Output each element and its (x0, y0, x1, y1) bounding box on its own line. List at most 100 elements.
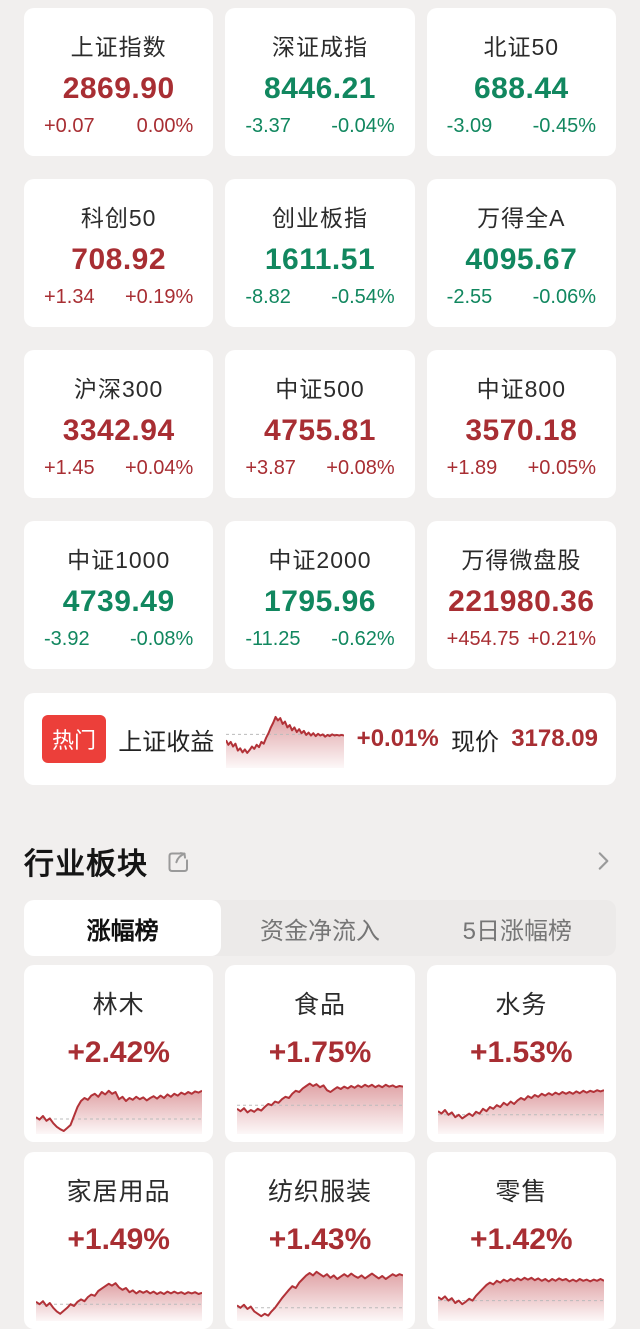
index-name: 中证2000 (268, 547, 372, 573)
index-price: 1611.51 (264, 242, 376, 276)
index-change-row: -3.37 -0.04% (225, 115, 414, 138)
sector-card[interactable]: 食品 +1.75% (225, 965, 415, 1142)
sector-tab-bar: 涨幅榜 资金净流入 5日涨幅榜 (24, 900, 616, 956)
index-card[interactable]: 科创50 708.92 +1.34 +0.19% (24, 179, 214, 327)
sector-card[interactable]: 纺织服装 +1.43% (225, 1152, 415, 1329)
sector-change-percent: +1.75% (268, 1036, 372, 1069)
index-change-row: +1.34 +0.19% (24, 286, 213, 309)
index-card[interactable]: 中证1000 4739.49 -3.92 -0.08% (24, 521, 214, 669)
index-change-percent: -0.04% (331, 115, 395, 137)
sector-change-percent: +1.43% (268, 1223, 372, 1256)
index-card[interactable]: 北证50 688.44 -3.09 -0.45% (426, 8, 616, 156)
index-price: 3570.18 (465, 413, 578, 447)
index-change-value: -11.25 (245, 628, 301, 650)
index-change-value: +1.89 (446, 457, 498, 479)
index-card[interactable]: 中证2000 1795.96 -11.25 -0.62% (225, 521, 415, 669)
sector-section-header: 行业板块 (24, 840, 616, 882)
sector-tab[interactable]: 涨幅榜 (24, 900, 222, 956)
hot-price-value: 3178.09 (511, 725, 598, 752)
index-change-percent: -0.06% (532, 286, 596, 308)
hot-change-percent: +0.01% (356, 725, 439, 752)
index-card[interactable]: 万得全A 4095.67 -2.55 -0.06% (426, 179, 616, 327)
index-name: 中证500 (275, 376, 365, 402)
index-name: 万得微盘股 (461, 547, 582, 573)
share-icon[interactable] (162, 846, 192, 876)
index-name: 上证指数 (70, 34, 167, 60)
sector-change-percent: +1.53% (470, 1036, 573, 1069)
index-price: 221980.36 (448, 584, 595, 618)
sector-name: 食品 (293, 991, 346, 1019)
index-change-value: -3.09 (446, 115, 493, 137)
index-card[interactable]: 万得微盘股 221980.36 +454.75 +0.21% (426, 521, 616, 669)
hot-banner[interactable]: 热门 上证收益 +0.01% 现价 3178.09 (24, 693, 616, 785)
index-change-value: +1.34 (44, 286, 95, 308)
index-change-value: +1.45 (44, 457, 95, 479)
hot-price-label: 现价 (450, 728, 499, 756)
index-card[interactable]: 中证500 4755.81 +3.87 +0.08% (225, 350, 415, 498)
sector-card[interactable]: 零售 +1.42% (426, 1152, 616, 1329)
sector-grid: 林木 +2.42% 食品 +1.75% 水务 +1.53% 家居用品 +1.49… (0, 956, 640, 1329)
sector-change-percent: +1.42% (470, 1223, 573, 1256)
sector-card[interactable]: 林木 +2.42% (24, 965, 214, 1142)
index-change-value: +454.75 (446, 628, 520, 650)
sector-card[interactable]: 家居用品 +1.49% (24, 1152, 214, 1329)
index-name: 沪深300 (73, 376, 164, 402)
index-price: 1795.96 (264, 584, 376, 618)
index-card[interactable]: 上证指数 2869.90 +0.07 0.00% (24, 8, 214, 156)
sector-tab[interactable]: 5日涨幅榜 (462, 917, 572, 945)
sector-name: 纺织服装 (267, 1178, 372, 1206)
index-change-percent: -0.45% (532, 115, 596, 137)
index-price: 2869.90 (62, 71, 175, 105)
index-name: 中证800 (476, 376, 566, 402)
index-change-value: -3.92 (44, 628, 90, 650)
sector-change-percent: +1.49% (67, 1223, 170, 1256)
index-card[interactable]: 创业板指 1611.51 -8.82 -0.54% (225, 179, 415, 327)
index-change-row: +454.75 +0.21% (427, 628, 616, 651)
sector-tab[interactable]: 资金净流入 (259, 917, 380, 945)
sector-sparkline-chart (438, 1261, 605, 1321)
index-change-row: -11.25 -0.62% (225, 628, 414, 651)
index-name: 中证1000 (67, 547, 171, 573)
sector-name: 零售 (495, 1178, 548, 1206)
index-name: 北证50 (483, 34, 560, 60)
index-change-row: +3.87 +0.08% (225, 457, 414, 480)
index-change-row: -3.09 -0.45% (427, 115, 616, 138)
sector-sparkline-chart (438, 1074, 605, 1134)
index-change-row: -2.55 -0.06% (427, 286, 616, 309)
index-change-value: -8.82 (245, 286, 291, 308)
index-card[interactable]: 深证成指 8446.21 -3.37 -0.04% (225, 8, 415, 156)
index-name: 科创50 (80, 205, 157, 231)
hot-badge: 热门 (42, 715, 107, 763)
index-name: 深证成指 (271, 34, 368, 60)
index-change-row: -8.82 -0.54% (225, 286, 414, 309)
sector-card[interactable]: 水务 +1.53% (426, 965, 616, 1142)
sector-sparkline-chart (236, 1074, 403, 1134)
index-price: 4755.81 (264, 413, 376, 447)
index-change-percent: +0.05% (527, 457, 596, 479)
index-change-percent: 0.00% (136, 115, 194, 137)
index-change-row: +1.45 +0.04% (24, 457, 213, 480)
index-price: 4739.49 (62, 584, 175, 618)
chevron-right-icon[interactable] (590, 848, 616, 874)
index-price: 688.44 (473, 71, 569, 105)
sector-name: 林木 (92, 991, 145, 1019)
index-change-value: -2.55 (446, 286, 493, 308)
sector-sparkline-chart (35, 1074, 202, 1134)
index-change-percent: -0.54% (331, 286, 395, 308)
index-change-value: +3.87 (245, 457, 296, 479)
index-change-percent: +0.21% (527, 628, 596, 650)
index-name: 万得全A (477, 205, 566, 231)
hot-sparkline-chart (226, 710, 345, 768)
index-card[interactable]: 中证800 3570.18 +1.89 +0.05% (426, 350, 616, 498)
index-grid: 上证指数 2869.90 +0.07 0.00% 深证成指 8446.21 -3… (24, 8, 616, 669)
index-change-row: +0.07 0.00% (24, 115, 213, 138)
index-change-value: -3.37 (245, 115, 291, 137)
index-card[interactable]: 沪深300 3342.94 +1.45 +0.04% (24, 350, 214, 498)
index-price: 3342.94 (62, 413, 175, 447)
sector-name: 水务 (495, 991, 548, 1019)
index-change-value: +0.07 (44, 115, 95, 137)
index-change-percent: +0.08% (326, 457, 395, 479)
sector-section-title: 行业板块 (24, 848, 148, 881)
sector-sparkline-chart (35, 1261, 202, 1321)
index-change-row: -3.92 -0.08% (24, 628, 213, 651)
